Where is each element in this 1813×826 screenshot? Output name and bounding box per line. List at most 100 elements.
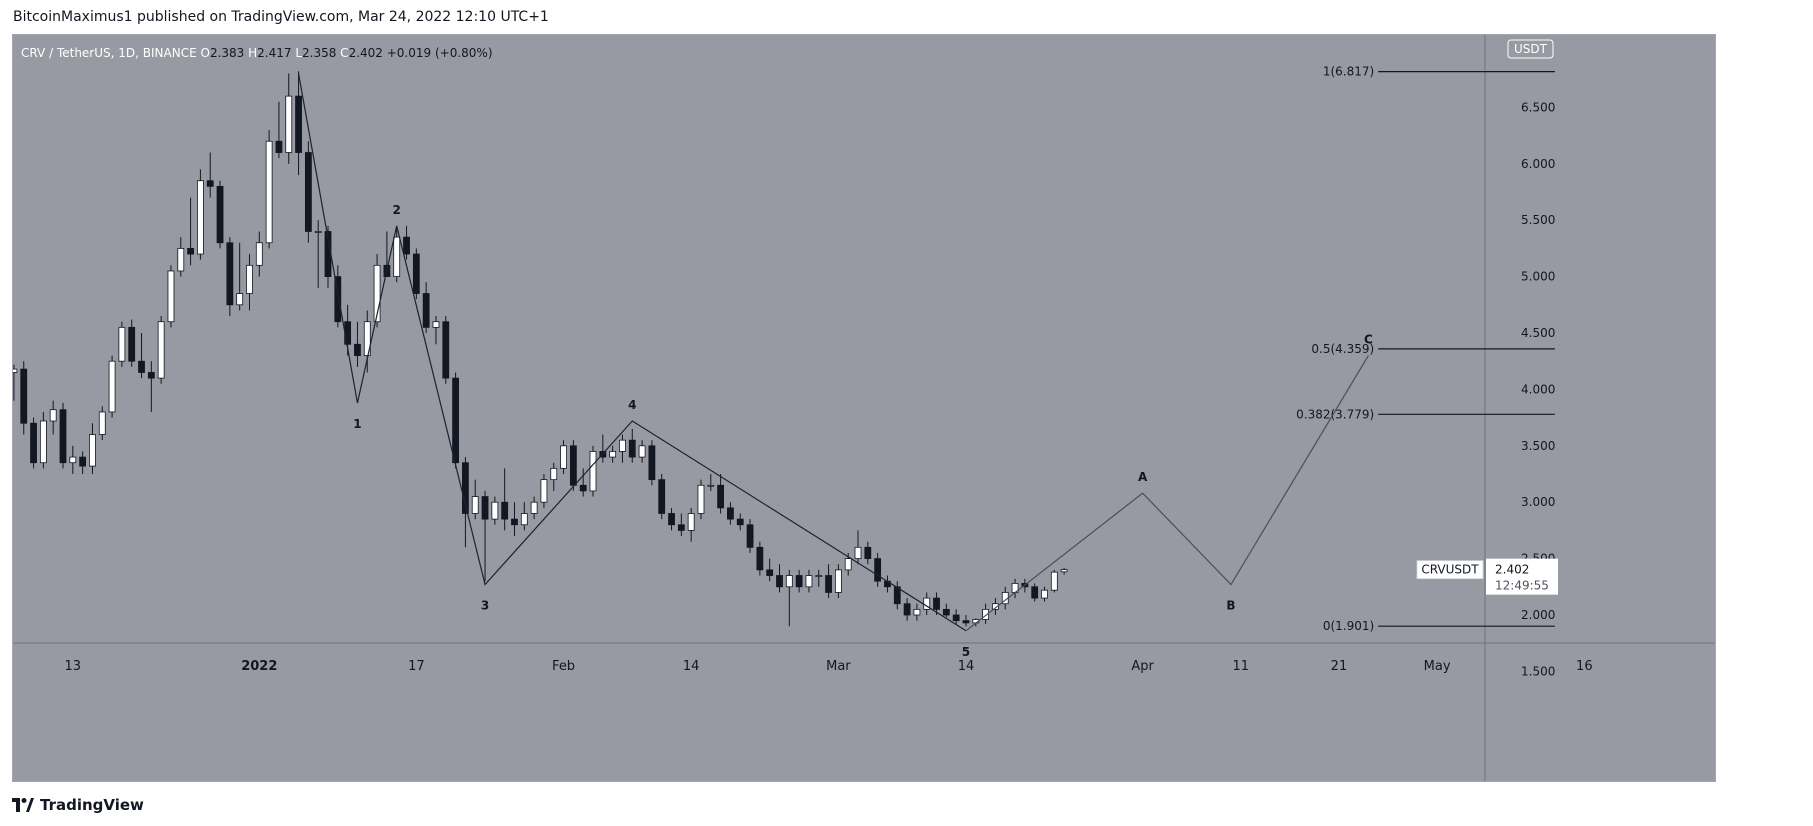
y-tick-label: 2.000 <box>1521 608 1555 622</box>
fib-level-label: 0.382(3.779) <box>1296 407 1374 421</box>
fib-level-label: 0(1.901) <box>1323 619 1374 633</box>
y-tick-label: 1.500 <box>1521 664 1555 678</box>
candle-up <box>589 451 597 492</box>
legend-part: +0.019 (+0.80%) <box>387 46 493 60</box>
x-tick-label: May <box>1424 659 1451 674</box>
candlestick-chart[interactable]: 6.500 6.000 5.500 5.000 4.500 4.000 3.500 3.000… <box>13 35 1715 781</box>
candle-up <box>854 546 862 560</box>
candle-down <box>30 422 37 464</box>
candle-down <box>216 185 224 244</box>
wave-label: 1 <box>353 417 361 431</box>
candle-up <box>913 608 921 616</box>
x-tick-label: Feb <box>552 659 575 674</box>
symbol-legend[interactable]: CRV / TetherUS, 1D, BINANCE O2.383 H2.41… <box>21 46 493 60</box>
y-tick-label: 3.500 <box>1521 439 1555 453</box>
wave-label: B <box>1226 599 1235 613</box>
candle-up <box>246 264 253 294</box>
candle-down <box>128 326 136 362</box>
y-tick-label: 4.000 <box>1521 382 1555 396</box>
candle-down <box>727 507 734 520</box>
candle-down <box>295 95 302 153</box>
candle-up <box>98 411 106 435</box>
candle-down <box>20 368 28 424</box>
currency-badge-label: USDT <box>1514 42 1548 56</box>
wave-label: 4 <box>628 398 636 412</box>
legend-part: 2.402 <box>349 46 387 60</box>
candle-up <box>167 270 175 323</box>
candle-up <box>1041 589 1048 599</box>
price-tag-value: 2.402 <box>1495 563 1529 577</box>
candle-up <box>834 569 842 593</box>
candle-down <box>795 575 803 588</box>
x-tick-label: 13 <box>65 659 82 674</box>
wave-label: 2 <box>393 203 401 217</box>
impulse-wave-line <box>297 73 967 632</box>
candle-up <box>118 326 126 362</box>
y-tick-label: 5.500 <box>1521 213 1555 227</box>
price-tag-countdown: 12:49:55 <box>1495 579 1549 593</box>
projection-wave-line <box>965 355 1369 632</box>
candle-down <box>403 236 410 255</box>
y-tick-label: 3.000 <box>1521 495 1555 509</box>
candle-up <box>177 247 185 272</box>
candle-down <box>304 152 312 232</box>
candle-down <box>79 456 87 467</box>
legend-part: H <box>248 46 257 60</box>
candle-up <box>697 484 705 514</box>
candle-up <box>197 180 204 255</box>
wave-label: A <box>1138 470 1148 484</box>
tradingview-logo-icon[interactable] <box>12 798 34 812</box>
candle-up <box>236 293 244 306</box>
candle-up <box>49 409 57 422</box>
candle-down <box>226 242 234 306</box>
candle-up <box>638 445 646 458</box>
candle-down <box>942 608 950 616</box>
candle-down <box>275 140 283 153</box>
candle-up <box>285 95 293 153</box>
candle-up <box>13 368 18 373</box>
candle-down <box>442 321 450 379</box>
legend-part: 2.383 <box>210 46 248 60</box>
candle-down <box>206 180 214 187</box>
candle-up <box>314 231 322 233</box>
legend-part: C <box>340 46 348 60</box>
candle-up <box>491 501 499 520</box>
wave-label: 3 <box>481 599 489 613</box>
candle-down <box>962 620 970 624</box>
candle-up <box>844 558 852 571</box>
candle-up <box>1050 571 1058 591</box>
wave-label: 5 <box>962 645 970 659</box>
candle-down <box>354 343 361 356</box>
candle-up <box>785 575 793 588</box>
candle-up <box>363 321 371 356</box>
candle-down <box>501 501 509 520</box>
x-tick-label: 11 <box>1233 659 1250 674</box>
candle-up <box>619 439 626 452</box>
candle-down <box>756 546 764 571</box>
x-tick-label: 21 <box>1331 659 1348 674</box>
candle-down <box>658 479 666 514</box>
candle-down <box>766 569 774 576</box>
y-tick-label: 5.000 <box>1521 270 1555 284</box>
candle-down <box>334 276 342 323</box>
candle-down <box>579 484 587 492</box>
candle-up <box>815 575 823 577</box>
candle-down <box>147 372 155 379</box>
candle-up <box>530 501 538 514</box>
tradingview-brand[interactable]: TradingView <box>40 796 144 814</box>
x-tick-label: 16 <box>1576 659 1593 674</box>
symbol-tag-label: CRVUSDT <box>1421 563 1479 577</box>
candle-down <box>1031 586 1039 599</box>
candle-down <box>952 614 960 622</box>
legend-part: L <box>295 46 302 60</box>
currency-badge[interactable] <box>1507 39 1554 59</box>
chart-panel[interactable]: 6.500 6.000 5.500 5.000 4.500 4.000 3.500 3.000… <box>12 34 1716 782</box>
candle-down <box>864 546 872 560</box>
candle-down <box>736 518 744 526</box>
candle-up <box>992 603 999 610</box>
legend-part: CRV / TetherUS, 1D, BINANCE <box>21 46 200 60</box>
candle-down <box>825 575 832 593</box>
candle-up <box>432 321 440 328</box>
candle-down <box>874 558 882 582</box>
x-tick-label: 14 <box>683 659 700 674</box>
